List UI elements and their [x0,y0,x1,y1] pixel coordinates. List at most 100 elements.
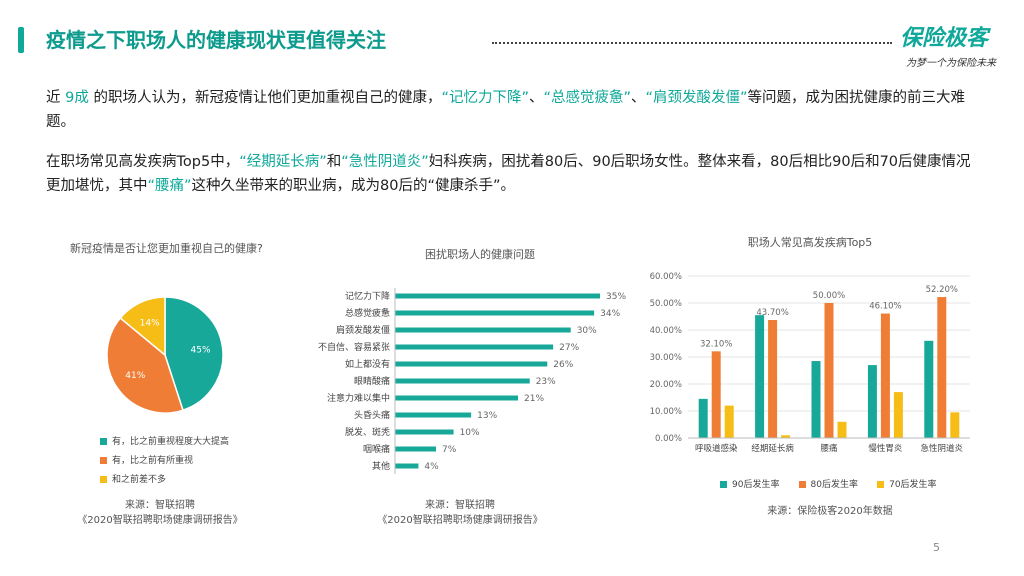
hbar-category-label: 脱发、斑秃 [345,426,390,438]
pie-slice-label: 41% [125,371,145,381]
highlight-text: “记忆力下降” [441,90,529,106]
title-accent-bar [18,27,24,53]
vbar-y-tick-label: 50.00% [650,299,682,309]
hbar-bar [395,344,554,350]
highlight-text: 9成 [65,90,89,106]
hbar-category-label: 眼睛酸痛 [354,375,390,387]
text-segment: 近 [46,90,66,106]
text-segment: 这种久坐带来的职业病，成为80后的“健康杀手”。 [191,178,516,194]
hbar-source: 来源：智联招聘 《2020智联招聘职场健康调研报告》 [360,498,560,528]
hbar-category-label: 如上都没有 [345,358,390,370]
pie-slice [164,296,224,412]
hbar-bar [395,310,595,316]
hbar-bar [395,429,454,435]
vbar-bar [698,398,708,438]
page-title: 疫情之下职场人的健康现状更值得关注 [46,28,386,52]
source-line: 《2020智联招聘职场健康调研报告》 [77,515,243,526]
vbar-category-label: 呼吸道感染 [695,443,738,454]
vbar-legend-item: 80后发生率 [798,480,858,490]
vbar-chart: 0.00% 10.00% 20.00% 30.00% 40.00% 50.00% 60.00… [650,272,970,454]
hbar-category-label: 注意力难以集中 [327,392,390,404]
pie-legend-item: 和之前差不多 [100,472,229,485]
pie-slice [119,296,166,357]
vbar-bar [781,435,791,438]
vbar-legend-item: 70后发生率 [877,480,937,490]
vbar-bar [867,365,877,438]
pie-slice [106,316,184,414]
hbar-category-label: 其他 [372,460,390,472]
legend-swatch [720,481,727,488]
pie-legend-item: 有，比之前重视程度大大提高 [100,434,229,447]
hbar-value-label: 26% [553,360,573,370]
legend-swatch [100,457,107,464]
vbar-bar [837,421,847,438]
vbar-category-label: 急性阴道炎 [921,443,964,454]
pie-chart-title: 新冠疫情是否让您更加重视自己的健康? [70,242,263,255]
page-number: 5 [933,541,940,554]
hbar-chart: 记忆力下降 35% 总感觉疲惫 34% 肩颈发酸发僵 30% 不自信、容易紧张 27% 如上都没… [318,288,626,474]
vbar-y-tick-label: 0.00% [655,434,682,444]
text-segment: 、 [528,90,544,106]
hbar-value-label: 23% [536,377,556,387]
brand-logo: 保险极客 [900,26,989,51]
vbar-bar [950,412,960,438]
highlight-text: “总感觉疲惫” [543,90,632,106]
legend-label: 70后发生率 [889,480,937,490]
vbar-bar [811,361,821,438]
vbar-bar [768,320,778,438]
legend-swatch [877,481,885,488]
hbar-bar [395,395,518,401]
hbar-category-label: 总感觉疲惫 [345,307,390,319]
vbar-value-label: 46.10% [869,302,901,312]
vbar-y-tick-label: 40.00% [650,326,682,336]
hbar-bar [395,378,530,384]
vbar-category-label: 腰痛 [820,443,838,454]
pie-slice-label: 45% [191,345,211,355]
hbar-value-label: 10% [460,428,480,438]
highlight-text: “急性阴道炎” [341,154,429,170]
legend-label: 80后发生率 [810,480,858,490]
vbar-bar [711,351,721,438]
pie-legend-item: 有，比之前有所重视 [100,453,229,466]
brand-slogan: 为梦一个为保险未来 [906,58,996,69]
hbar-value-label: 35% [606,292,626,302]
legend-label: 有，比之前重视程度大大提高 [112,437,230,447]
source-line: 来源：智联招聘 [125,500,195,511]
source-line: 来源：智联招聘 [425,500,495,511]
pie-chart: 45% 41% 14% [106,296,224,414]
legend-swatch [100,438,107,445]
vbar-legend: 90后发生率 80后发生率 70后发生率 [720,472,937,491]
legend-swatch [798,481,806,488]
vbar-category-label: 慢性胃炎 [868,443,903,454]
legend-label: 和之前差不多 [112,475,167,485]
hbar-bar [395,446,436,452]
source-line: 《2020智联招聘职场健康调研报告》 [377,515,543,526]
vbar-y-tick-label: 30.00% [650,353,682,363]
vbar-value-label: 52.20% [926,285,958,295]
intro-paragraph-2: 在职场常见高发疾病Top5中，“经期延长病”和“急性阴道炎”妇科疾病，困扰着80… [46,150,976,198]
vbar-y-tick-label: 10.00% [650,407,682,417]
vbar-bar [724,405,734,438]
highlight-text: “肩颈发酸发僵” [645,90,748,106]
vbar-bar [924,340,934,438]
text-segment: 和 [326,154,342,170]
hbar-bar [395,327,571,333]
legend-swatch [100,476,107,483]
title-divider [492,42,892,44]
text-segment: 妇科疾病，困扰着80后、90后职场女性。整体来看，80后相比90后和70后健康情… [46,154,971,194]
hbar-bar [395,463,419,469]
highlight-text: “经期延长病” [239,154,327,170]
hbar-category-label: 肩颈发酸发僵 [336,324,390,336]
pie-slice-label: 14% [140,318,160,328]
vbar-legend-item: 90后发生率 [720,480,779,490]
text-segment: 等问题，成为困扰健康的前三大难题。 [46,90,966,130]
hbar-bar [395,293,600,299]
hbar-bar [395,361,548,367]
hbar-value-label: 7% [442,445,457,455]
text-segment: 的职场人认为，新冠疫情让他们更加重视自己的健康， [88,90,442,106]
pie-source: 来源：智联招聘 《2020智联招聘职场健康调研报告》 [60,498,260,528]
hbar-value-label: 30% [577,326,597,336]
vbar-value-label: 43.70% [756,308,788,318]
vbar-bar [755,315,765,438]
vbar-category-label: 经期延长病 [751,443,794,454]
